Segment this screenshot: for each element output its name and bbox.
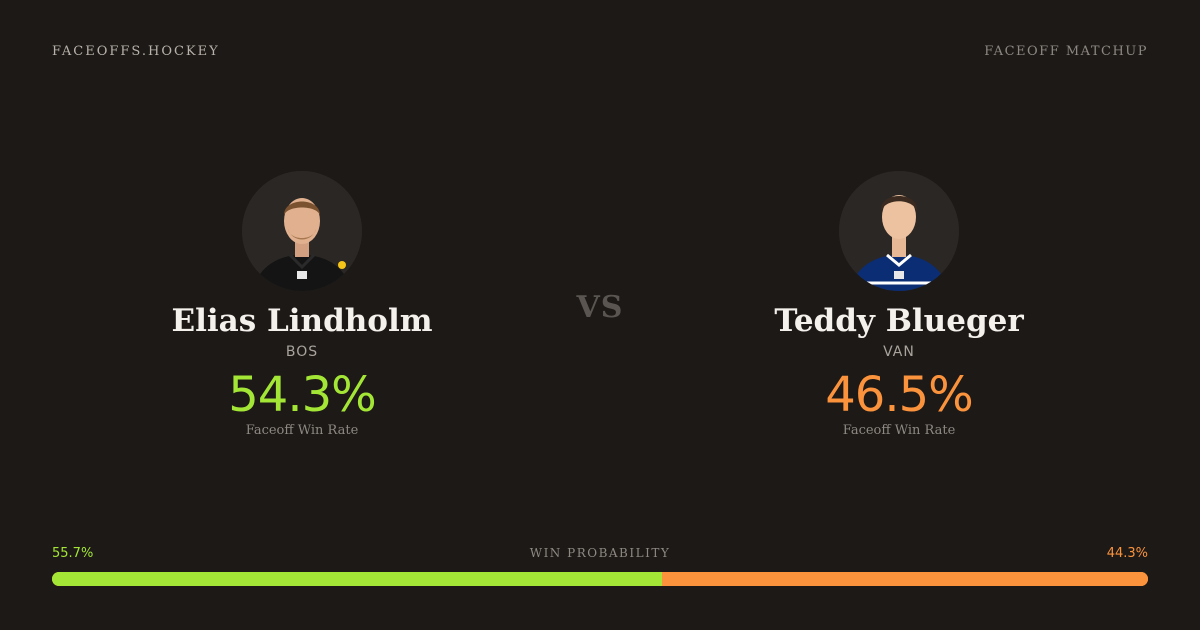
- player-name-right: Teddy Blueger: [774, 303, 1024, 339]
- faceoff-rate-label-left: Faceoff Win Rate: [245, 423, 359, 438]
- faceoff-rate-left: 54.3%: [228, 367, 376, 423]
- player-team-left: BOS: [285, 344, 319, 360]
- player-headshot-right: [839, 171, 959, 291]
- win-probability-bar: [52, 572, 1148, 586]
- site-brand: FACEOFFS.HOCKEY: [52, 44, 220, 59]
- player-headshot-left: [242, 171, 362, 291]
- win-probability-title: WIN PROBABILITY: [529, 546, 671, 560]
- player-card-left: Elias Lindholm BOS 54.3% Faceoff Win Rat…: [122, 171, 482, 438]
- page-kind-label: FACEOFF MATCHUP: [984, 44, 1148, 59]
- player-name-left: Elias Lindholm: [171, 303, 433, 339]
- win-probability-left-label: 55.7%: [52, 546, 94, 561]
- win-probability-bar-right: [662, 572, 1148, 586]
- faceoff-rate-label-right: Faceoff Win Rate: [842, 423, 956, 438]
- player-team-right: VAN: [883, 344, 915, 360]
- faceoff-rate-right: 46.5%: [825, 367, 973, 423]
- win-probability-bar-left: [52, 572, 663, 586]
- player-card-right: Teddy Blueger VAN 46.5% Faceoff Win Rate: [719, 171, 1079, 438]
- win-probability-right-label: 44.3%: [1106, 546, 1148, 561]
- versus-label: VS: [576, 290, 624, 325]
